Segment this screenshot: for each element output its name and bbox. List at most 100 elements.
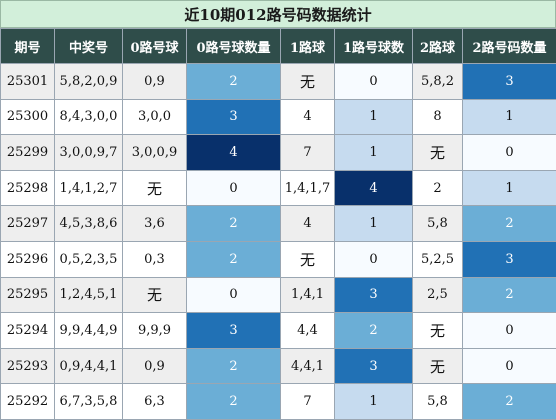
cell-route1-balls: 7 (280, 134, 335, 171)
table-row: 25298 1,4,1,2,7 无 0 1,4,1,7 4 2 1 (0, 169, 556, 207)
cell-route2-balls: 无 (412, 347, 463, 385)
cell-issue: 25300 (0, 98, 55, 136)
cell-route2-balls: 无 (412, 312, 463, 349)
cell-route1-balls: 无 (280, 240, 335, 278)
cell-winning-number: 4,5,3,8,6 (54, 205, 123, 242)
header-route2-balls: 2路球 (412, 28, 463, 64)
cell-route0-count: 4 (186, 134, 281, 171)
cell-route1-balls: 7 (280, 383, 335, 420)
cell-route0-balls: 无 (122, 276, 187, 314)
cell-route1-count: 0 (334, 63, 413, 100)
cell-winning-number: 0,9,4,4,1 (54, 347, 123, 385)
cell-route1-count: 4 (334, 169, 413, 207)
cell-route2-balls: 5,8 (412, 205, 463, 242)
header-route2-count: 2路号码数量 (462, 28, 556, 64)
cell-route1-count: 1 (334, 98, 413, 136)
cell-route0-balls: 3,6 (122, 205, 187, 242)
table-row: 25299 3,0,0,9,7 3,0,0,9 4 7 1 无 0 (0, 134, 556, 171)
cell-route0-balls: 6,3 (122, 383, 187, 420)
cell-route2-count: 0 (462, 312, 556, 349)
cell-route1-balls: 4 (280, 205, 335, 242)
header-route1-count: 1路号球数 (334, 28, 413, 64)
cell-route2-balls: 8 (412, 98, 463, 136)
cell-winning-number: 3,0,0,9,7 (54, 134, 123, 171)
cell-route2-balls: 5,2,5 (412, 240, 463, 278)
table-title: 近10期012路号码数据统计 (0, 0, 556, 28)
table-row: 25295 1,2,4,5,1 无 0 1,4,1 3 2,5 2 (0, 276, 556, 314)
cell-route1-balls: 1,4,1 (280, 276, 335, 314)
cell-route2-balls: 2 (412, 169, 463, 207)
cell-route0-count: 0 (186, 276, 281, 314)
table-row: 25300 8,4,3,0,0 3,0,0 3 4 1 8 1 (0, 98, 556, 136)
cell-route2-balls: 2,5 (412, 276, 463, 314)
cell-route2-count: 2 (462, 383, 556, 420)
header-route1-balls: 1路球 (280, 28, 335, 64)
cell-route1-count: 2 (334, 312, 413, 349)
cell-route0-count: 2 (186, 347, 281, 385)
cell-route0-balls: 3,0,0,9 (122, 134, 187, 171)
cell-issue: 25299 (0, 134, 55, 171)
cell-route1-count: 1 (334, 205, 413, 242)
cell-route2-balls: 5,8 (412, 383, 463, 420)
cell-issue: 25297 (0, 205, 55, 242)
header-route0-count: 0路号球数量 (186, 28, 281, 64)
cell-route2-balls: 无 (412, 134, 463, 171)
header-row: 期号 中奖号 0路号球 0路号球数量 1路球 1路号球数 2路球 2路号码数量 (0, 28, 556, 64)
cell-route0-count: 3 (186, 312, 281, 349)
cell-winning-number: 9,9,4,4,9 (54, 312, 123, 349)
cell-route2-count: 2 (462, 205, 556, 242)
cell-route1-count: 3 (334, 276, 413, 314)
cell-winning-number: 6,7,3,5,8 (54, 383, 123, 420)
table-row: 25297 4,5,3,8,6 3,6 2 4 1 5,8 2 (0, 205, 556, 242)
cell-winning-number: 1,4,1,2,7 (54, 169, 123, 207)
table-row: 25296 0,5,2,3,5 0,3 2 无 0 5,2,5 3 (0, 240, 556, 278)
cell-issue: 25301 (0, 63, 55, 100)
cell-issue: 25295 (0, 276, 55, 314)
cell-route1-balls: 4 (280, 98, 335, 136)
cell-route1-balls: 4,4,1 (280, 347, 335, 385)
cell-issue: 25292 (0, 383, 55, 420)
cell-route1-balls: 4,4 (280, 312, 335, 349)
stats-table: 期号 中奖号 0路号球 0路号球数量 1路球 1路号球数 2路球 2路号码数量 … (0, 28, 556, 420)
cell-route0-balls: 3,0,0 (122, 98, 187, 136)
cell-route2-count: 1 (462, 169, 556, 207)
table-row: 25301 5,8,2,0,9 0,9 2 无 0 5,8,2 3 (0, 63, 556, 100)
cell-route2-balls: 5,8,2 (412, 63, 463, 100)
cell-route2-count: 0 (462, 134, 556, 171)
table-body: 25301 5,8,2,0,9 0,9 2 无 0 5,8,2 3 25300 8,4,3,0,0… (0, 63, 556, 420)
cell-route0-count: 0 (186, 169, 281, 207)
cell-issue: 25293 (0, 347, 55, 385)
table-row: 25292 6,7,3,5,8 6,3 2 7 1 5,8 2 (0, 383, 556, 420)
cell-route1-count: 1 (334, 134, 413, 171)
cell-winning-number: 8,4,3,0,0 (54, 98, 123, 136)
cell-route0-balls: 9,9,9 (122, 312, 187, 349)
cell-route1-balls: 1,4,1,7 (280, 169, 335, 207)
cell-route2-count: 0 (462, 347, 556, 385)
cell-route2-count: 1 (462, 98, 556, 136)
cell-route1-count: 1 (334, 383, 413, 420)
cell-route1-count: 0 (334, 240, 413, 278)
header-winning-number: 中奖号 (54, 28, 123, 64)
cell-issue: 25294 (0, 312, 55, 349)
cell-route0-balls: 0,3 (122, 240, 187, 278)
cell-route1-balls: 无 (280, 63, 335, 100)
cell-route2-count: 3 (462, 240, 556, 278)
cell-winning-number: 5,8,2,0,9 (54, 63, 123, 100)
cell-route2-count: 2 (462, 276, 556, 314)
cell-issue: 25296 (0, 240, 55, 278)
table-row: 25294 9,9,4,4,9 9,9,9 3 4,4 2 无 0 (0, 312, 556, 349)
cell-route0-balls: 0,9 (122, 347, 187, 385)
cell-winning-number: 0,5,2,3,5 (54, 240, 123, 278)
cell-route0-count: 2 (186, 205, 281, 242)
cell-route0-count: 3 (186, 98, 281, 136)
cell-route0-count: 2 (186, 240, 281, 278)
cell-route0-balls: 0,9 (122, 63, 187, 100)
header-issue: 期号 (0, 28, 55, 64)
cell-route2-count: 3 (462, 63, 556, 100)
cell-winning-number: 1,2,4,5,1 (54, 276, 123, 314)
header-route0-balls: 0路号球 (122, 28, 187, 64)
cell-issue: 25298 (0, 169, 55, 207)
table-row: 25293 0,9,4,4,1 0,9 2 4,4,1 3 无 0 (0, 347, 556, 385)
cell-route0-balls: 无 (122, 169, 187, 207)
